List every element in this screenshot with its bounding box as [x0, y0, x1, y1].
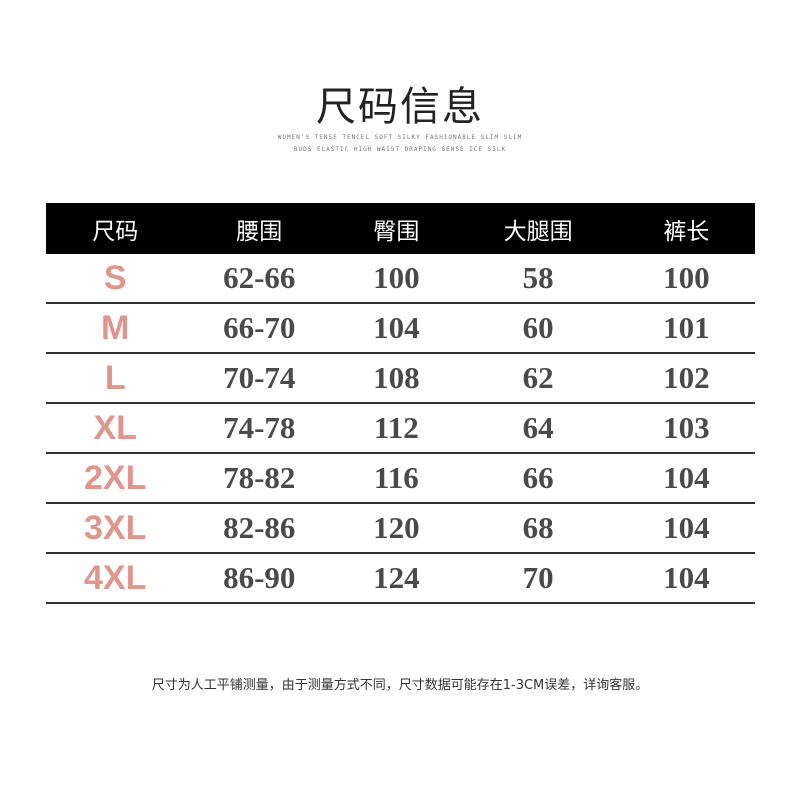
measurement-cell: 70-74 — [184, 353, 335, 404]
measurement-note: 尺寸为人工平铺测量，由于测量方式不同，尺寸数据可能存在1-3CM误差，详询客服。 — [151, 678, 649, 693]
measurement-cell: 86-90 — [184, 553, 335, 604]
subtitle-line: BUDS ELASTIC HIGH WAIST DRAPING SENSE IC… — [293, 146, 507, 153]
measurement-cell: 108 — [334, 353, 459, 404]
measurement-cell: 104 — [617, 453, 755, 504]
size-label: L — [46, 353, 185, 404]
table-row: S 62-66 100 58 100 — [46, 254, 755, 304]
measurement-cell: 100 — [334, 254, 459, 304]
measurement-cell: 104 — [617, 553, 755, 604]
subtitle-line: WOMEN'S TENSE TENCEL SOFT SILKY FASHIONA… — [277, 134, 523, 141]
column-header: 腰围 — [184, 203, 335, 254]
measurement-cell: 60 — [458, 303, 618, 354]
measurement-cell: 82-86 — [184, 503, 335, 554]
measurement-cell: 112 — [334, 403, 459, 454]
size-label: XL — [46, 403, 185, 454]
measurement-cell: 62-66 — [184, 254, 335, 304]
measurement-cell: 124 — [334, 553, 459, 604]
page-title: 尺码信息 — [316, 84, 484, 130]
table-row: 2XL 78-82 116 66 104 — [46, 453, 755, 504]
measurement-cell: 104 — [334, 303, 459, 354]
measurement-cell: 66-70 — [184, 303, 335, 354]
measurement-cell: 103 — [617, 403, 755, 454]
table-row: M 66-70 104 60 101 — [46, 303, 755, 354]
measurement-cell: 120 — [334, 503, 459, 554]
column-header: 裤长 — [617, 203, 755, 254]
table-row: 4XL 86-90 124 70 104 — [46, 553, 755, 604]
measurement-cell: 58 — [458, 254, 618, 304]
column-header: 尺码 — [46, 203, 185, 254]
measurement-cell: 102 — [617, 353, 755, 404]
size-label: 4XL — [46, 553, 185, 604]
measurement-cell: 100 — [617, 254, 755, 304]
measurement-cell: 64 — [458, 403, 618, 454]
measurement-cell: 66 — [458, 453, 618, 504]
size-label: 3XL — [46, 503, 185, 554]
measurement-cell: 74-78 — [184, 403, 335, 454]
measurement-cell: 68 — [458, 503, 618, 554]
size-table: 尺码 腰围 臀围 大腿围 裤长 S 62-66 100 58 100 M 66-70 104 60 101… — [46, 203, 755, 604]
measurement-cell: 101 — [617, 303, 755, 354]
measurement-cell: 70 — [458, 553, 618, 604]
measurement-cell: 116 — [334, 453, 459, 504]
table-row: XL 74-78 112 64 103 — [46, 403, 755, 454]
table-row: 3XL 82-86 120 68 104 — [46, 503, 755, 554]
table-header: 尺码 腰围 臀围 大腿围 裤长 — [46, 203, 755, 254]
size-label: 2XL — [46, 453, 185, 504]
column-header: 大腿围 — [458, 203, 618, 254]
table-row: L 70-74 108 62 102 — [46, 353, 755, 404]
measurement-cell: 104 — [617, 503, 755, 554]
measurement-cell: 78-82 — [184, 453, 335, 504]
size-label: S — [46, 254, 185, 304]
measurement-cell: 62 — [458, 353, 618, 404]
column-header: 臀围 — [334, 203, 459, 254]
size-label: M — [46, 303, 185, 354]
